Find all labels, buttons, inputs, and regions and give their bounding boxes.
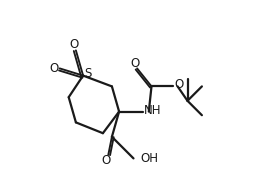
Text: O: O [102,154,111,167]
Text: NH: NH [143,104,161,117]
Text: O: O [174,78,183,91]
Text: S: S [84,67,91,80]
Text: O: O [69,38,79,51]
Text: OH: OH [141,152,159,165]
Text: O: O [131,57,140,69]
Text: O: O [49,62,58,75]
